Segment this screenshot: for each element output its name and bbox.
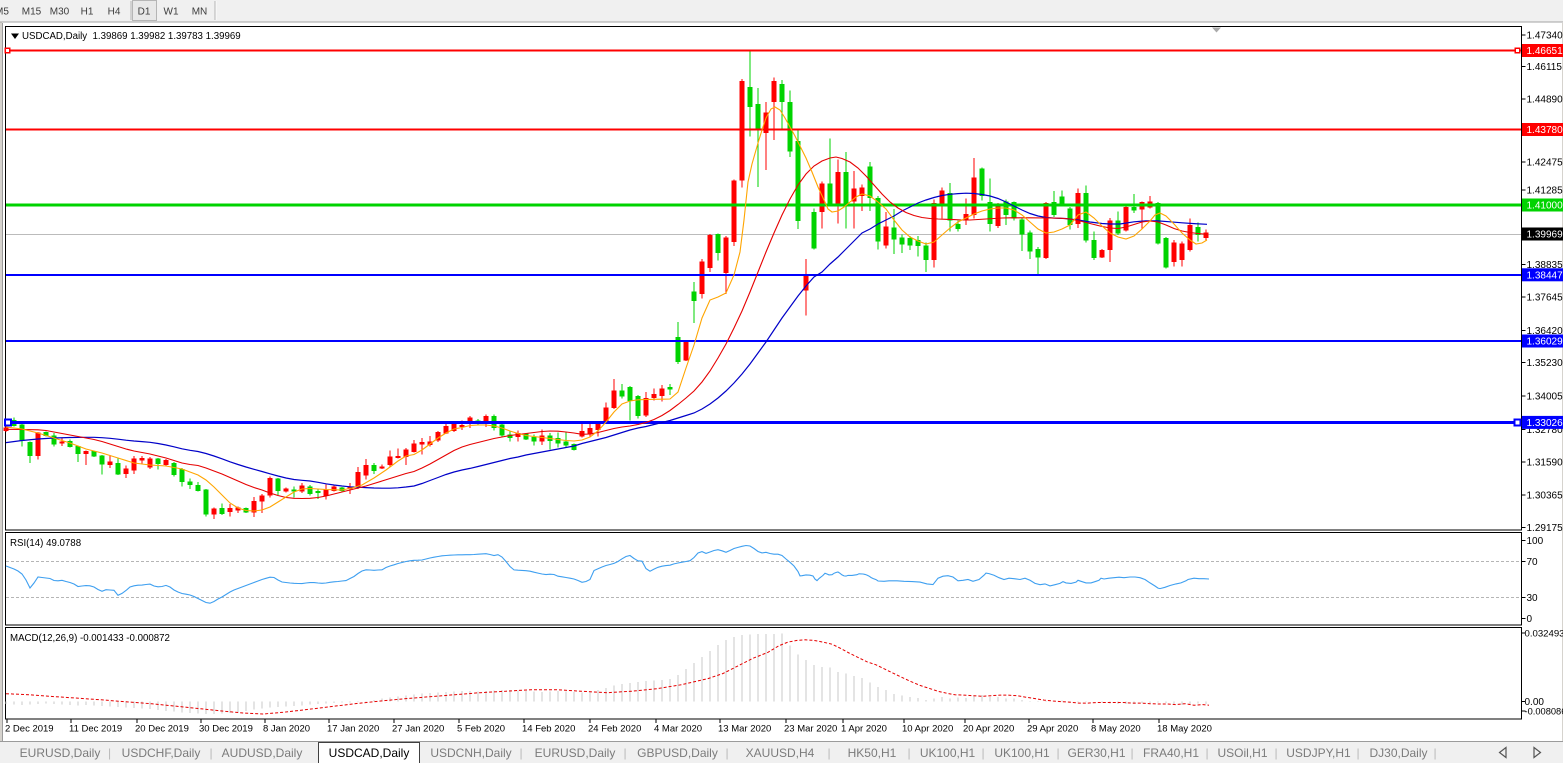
svg-text:GER30,H1: GER30,H1	[1067, 746, 1125, 760]
svg-text:USDCAD,Daily: USDCAD,Daily	[329, 746, 410, 760]
svg-text:USDCHF,Daily: USDCHF,Daily	[122, 746, 201, 760]
svg-text:1.34005: 1.34005	[1527, 392, 1563, 403]
svg-text:1.31590: 1.31590	[1527, 457, 1563, 468]
svg-text:1.30365: 1.30365	[1527, 491, 1563, 502]
svg-text:W1: W1	[164, 7, 179, 18]
svg-text:|: |	[209, 746, 212, 760]
svg-text:1.42475: 1.42475	[1527, 158, 1563, 169]
svg-text:14 Feb 2020: 14 Feb 2020	[522, 724, 575, 735]
svg-text:1.35230: 1.35230	[1527, 358, 1563, 369]
svg-text:D1: D1	[138, 7, 151, 18]
svg-text:UK100,H1: UK100,H1	[920, 746, 976, 760]
svg-text:DJ30,Daily: DJ30,Daily	[1369, 746, 1427, 760]
svg-text:|: |	[827, 746, 830, 760]
svg-text:1.46115: 1.46115	[1527, 62, 1563, 73]
svg-text:1.39969: 1.39969	[1527, 230, 1563, 241]
svg-text:1.44890: 1.44890	[1527, 95, 1563, 106]
svg-text:1.41000: 1.41000	[1527, 201, 1563, 212]
svg-text:RSI(14) 49.0788: RSI(14) 49.0788	[10, 538, 81, 549]
svg-text:|: |	[519, 746, 522, 760]
svg-text:MN: MN	[192, 7, 208, 18]
svg-text:USDCNH,Daily: USDCNH,Daily	[430, 746, 511, 760]
svg-text:USDJPY,H1: USDJPY,H1	[1286, 746, 1351, 760]
svg-text:29 Apr 2020: 29 Apr 2020	[1027, 724, 1078, 735]
svg-text:11 Dec 2019: 11 Dec 2019	[69, 724, 122, 735]
svg-text:0.032493: 0.032493	[1525, 629, 1563, 640]
svg-text:1.37645: 1.37645	[1527, 293, 1563, 304]
svg-text:|: |	[108, 746, 111, 760]
svg-text:20 Apr 2020: 20 Apr 2020	[963, 724, 1014, 735]
svg-text:10 Apr 2020: 10 Apr 2020	[902, 724, 953, 735]
svg-text:UK100,H1: UK100,H1	[994, 746, 1050, 760]
svg-text:5 Feb 2020: 5 Feb 2020	[457, 724, 505, 735]
svg-text:|: |	[907, 746, 910, 760]
svg-text:1 Apr 2020: 1 Apr 2020	[841, 724, 887, 735]
svg-text:|: |	[1056, 746, 1059, 760]
svg-text:|: |	[1130, 746, 1133, 760]
svg-text:|: |	[981, 746, 984, 760]
svg-text:1.33026: 1.33026	[1527, 418, 1563, 429]
svg-text:USDCAD,Daily 1.39869 1.39982: USDCAD,Daily 1.39869 1.39982 1.39783 1.3…	[22, 31, 241, 42]
svg-text:|: |	[1433, 746, 1436, 760]
svg-text:20 Dec 2019: 20 Dec 2019	[135, 724, 189, 735]
svg-text:18 May 2020: 18 May 2020	[1157, 724, 1212, 735]
svg-text:FRA40,H1: FRA40,H1	[1143, 746, 1199, 760]
svg-text:1.41285: 1.41285	[1527, 185, 1563, 196]
svg-text:H4: H4	[108, 7, 121, 18]
svg-text:23 Mar 2020: 23 Mar 2020	[784, 724, 837, 735]
svg-text:8 May 2020: 8 May 2020	[1091, 724, 1141, 735]
svg-text:24 Feb 2020: 24 Feb 2020	[588, 724, 641, 735]
svg-text:1.38835: 1.38835	[1527, 260, 1563, 271]
svg-text:|: |	[1274, 746, 1277, 760]
svg-text:70: 70	[1527, 557, 1539, 568]
svg-text:AUDUSD,Daily: AUDUSD,Daily	[222, 746, 303, 760]
svg-text:M5: M5	[0, 7, 9, 18]
svg-text:4 Mar 2020: 4 Mar 2020	[654, 724, 702, 735]
svg-text:M15: M15	[22, 7, 42, 18]
svg-text:100: 100	[1527, 536, 1544, 547]
svg-text:M30: M30	[50, 7, 70, 18]
svg-text:USOil,H1: USOil,H1	[1217, 746, 1267, 760]
svg-text:|: |	[725, 746, 728, 760]
svg-text:|: |	[623, 746, 626, 760]
svg-text:1.29175: 1.29175	[1527, 523, 1563, 534]
svg-text:1.43780: 1.43780	[1527, 125, 1563, 136]
svg-text:H1: H1	[81, 7, 94, 18]
svg-text:1.47340: 1.47340	[1527, 30, 1563, 41]
svg-text:1.46651: 1.46651	[1527, 46, 1563, 57]
svg-text:1.36029: 1.36029	[1527, 337, 1563, 348]
svg-text:17 Jan 2020: 17 Jan 2020	[327, 724, 379, 735]
svg-text:1.38447: 1.38447	[1527, 270, 1563, 281]
svg-text:2 Dec 2019: 2 Dec 2019	[5, 724, 54, 735]
svg-text:30: 30	[1527, 593, 1539, 604]
svg-text:0: 0	[1527, 614, 1533, 625]
svg-text:30 Dec 2019: 30 Dec 2019	[199, 724, 253, 735]
svg-text:27 Jan 2020: 27 Jan 2020	[392, 724, 444, 735]
svg-text:8 Jan 2020: 8 Jan 2020	[263, 724, 310, 735]
svg-text:-0.008086: -0.008086	[1525, 707, 1563, 717]
svg-text:EURUSD,Daily: EURUSD,Daily	[535, 746, 616, 760]
svg-text:13 Mar 2020: 13 Mar 2020	[718, 724, 771, 735]
svg-text:MACD(12,26,9) -0.001433 -0.000: MACD(12,26,9) -0.001433 -0.000872	[10, 633, 170, 644]
svg-text:HK50,H1: HK50,H1	[848, 746, 897, 760]
svg-text:|: |	[1205, 746, 1208, 760]
svg-text:|: |	[1356, 746, 1359, 760]
svg-text:EURUSD,Daily: EURUSD,Daily	[20, 746, 101, 760]
svg-text:GBPUSD,Daily: GBPUSD,Daily	[637, 746, 718, 760]
svg-text:0.00: 0.00	[1525, 697, 1545, 708]
svg-text:1.36420: 1.36420	[1527, 326, 1563, 337]
svg-text:XAUUSD,H4: XAUUSD,H4	[746, 746, 815, 760]
svg-text:1.32780: 1.32780	[1527, 425, 1563, 436]
